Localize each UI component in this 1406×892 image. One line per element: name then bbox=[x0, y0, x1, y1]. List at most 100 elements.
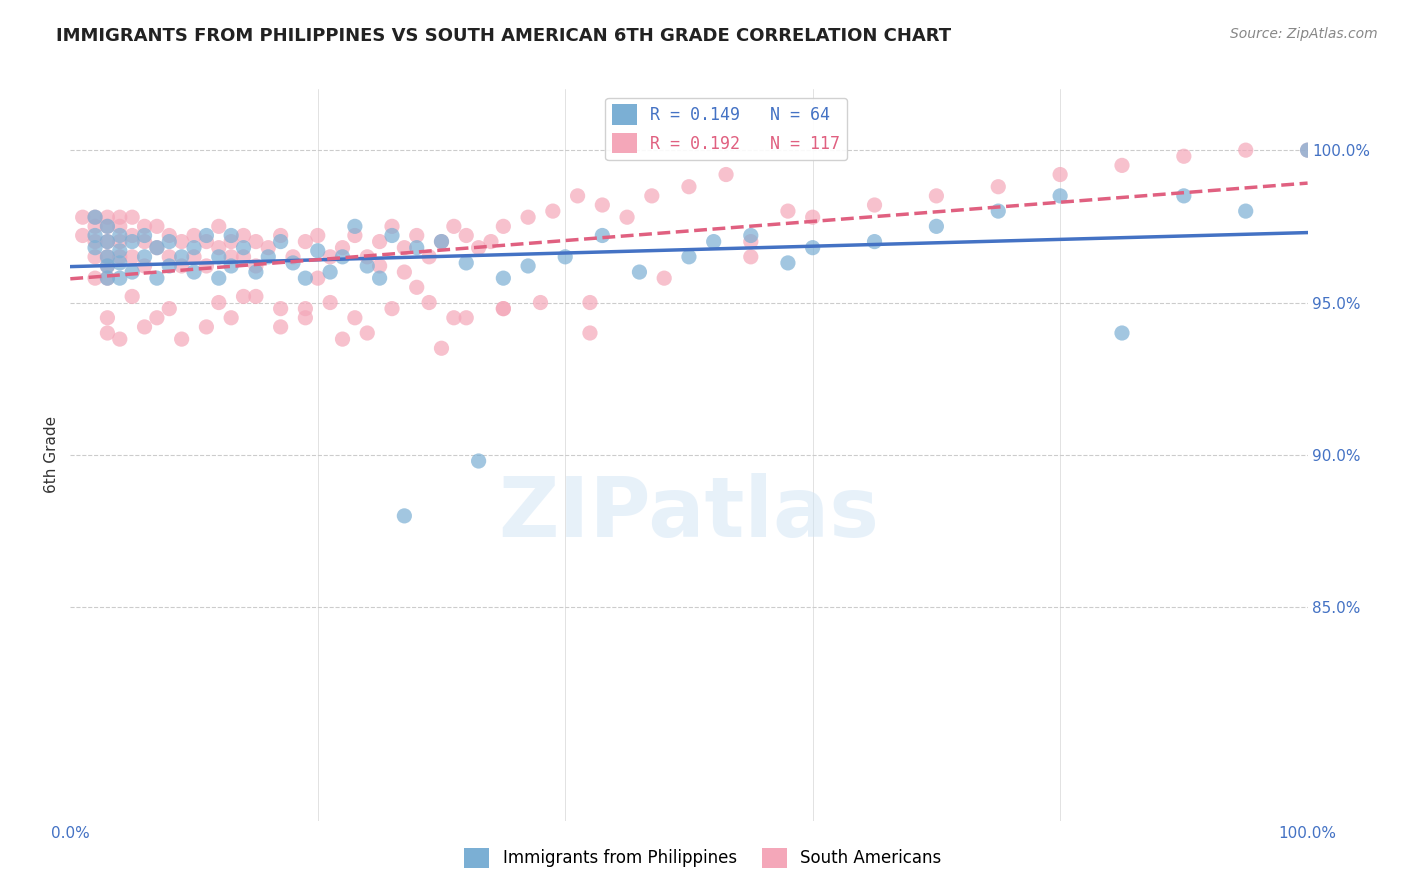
Point bbox=[146, 241, 169, 255]
Point bbox=[1234, 143, 1257, 157]
Point bbox=[146, 310, 169, 325]
Point bbox=[208, 271, 231, 285]
Point bbox=[294, 235, 316, 249]
Point bbox=[394, 508, 416, 523]
Point bbox=[121, 211, 143, 225]
Point bbox=[108, 256, 131, 270]
Point bbox=[208, 295, 231, 310]
Point bbox=[121, 250, 143, 264]
Point bbox=[96, 250, 118, 264]
Point bbox=[319, 250, 342, 264]
Point bbox=[987, 204, 1010, 219]
Point bbox=[121, 228, 143, 243]
Point bbox=[925, 189, 948, 203]
Point bbox=[418, 295, 440, 310]
Point bbox=[394, 265, 416, 279]
Point bbox=[146, 219, 169, 234]
Point bbox=[467, 241, 489, 255]
Point bbox=[332, 250, 354, 264]
Point bbox=[270, 235, 292, 249]
Point bbox=[1111, 158, 1133, 172]
Point bbox=[270, 320, 292, 334]
Point bbox=[84, 219, 107, 234]
Point bbox=[134, 228, 156, 243]
Point bbox=[121, 265, 143, 279]
Point bbox=[343, 228, 366, 243]
Point bbox=[232, 289, 254, 303]
Point bbox=[641, 189, 664, 203]
Point bbox=[343, 219, 366, 234]
Point bbox=[579, 295, 602, 310]
Point bbox=[418, 250, 440, 264]
Point bbox=[332, 241, 354, 255]
Point bbox=[157, 235, 180, 249]
Point bbox=[319, 265, 342, 279]
Point bbox=[1296, 143, 1319, 157]
Point bbox=[332, 332, 354, 346]
Point bbox=[121, 235, 143, 249]
Point bbox=[987, 179, 1010, 194]
Point bbox=[591, 228, 613, 243]
Point bbox=[157, 259, 180, 273]
Point bbox=[678, 179, 700, 194]
Point bbox=[208, 250, 231, 264]
Point bbox=[134, 250, 156, 264]
Point bbox=[456, 256, 478, 270]
Point bbox=[863, 198, 886, 212]
Point bbox=[368, 259, 391, 273]
Point bbox=[281, 250, 304, 264]
Point bbox=[591, 198, 613, 212]
Point bbox=[1234, 204, 1257, 219]
Point bbox=[96, 211, 118, 225]
Point bbox=[84, 211, 107, 225]
Point bbox=[368, 235, 391, 249]
Point bbox=[554, 250, 576, 264]
Point bbox=[430, 235, 453, 249]
Point bbox=[108, 211, 131, 225]
Point bbox=[257, 241, 280, 255]
Point bbox=[394, 241, 416, 255]
Point bbox=[108, 244, 131, 258]
Point bbox=[170, 259, 193, 273]
Point bbox=[270, 301, 292, 316]
Point bbox=[195, 320, 218, 334]
Point bbox=[84, 271, 107, 285]
Point bbox=[170, 332, 193, 346]
Point bbox=[96, 250, 118, 264]
Point bbox=[245, 289, 267, 303]
Point bbox=[208, 219, 231, 234]
Point bbox=[134, 259, 156, 273]
Point bbox=[1049, 189, 1071, 203]
Point bbox=[405, 280, 427, 294]
Point bbox=[517, 259, 540, 273]
Point bbox=[183, 265, 205, 279]
Point bbox=[294, 271, 316, 285]
Point bbox=[492, 301, 515, 316]
Point bbox=[492, 219, 515, 234]
Point bbox=[1049, 168, 1071, 182]
Point bbox=[157, 228, 180, 243]
Point bbox=[108, 228, 131, 243]
Legend: R = 0.149   N = 64, R = 0.192   N = 117: R = 0.149 N = 64, R = 0.192 N = 117 bbox=[605, 97, 846, 160]
Point bbox=[245, 259, 267, 273]
Point bbox=[430, 341, 453, 355]
Point bbox=[108, 250, 131, 264]
Point bbox=[195, 259, 218, 273]
Point bbox=[381, 228, 404, 243]
Point bbox=[219, 259, 242, 273]
Y-axis label: 6th Grade: 6th Grade bbox=[44, 417, 59, 493]
Text: IMMIGRANTS FROM PHILIPPINES VS SOUTH AMERICAN 6TH GRADE CORRELATION CHART: IMMIGRANTS FROM PHILIPPINES VS SOUTH AME… bbox=[56, 27, 952, 45]
Point bbox=[72, 228, 94, 243]
Point bbox=[405, 228, 427, 243]
Point bbox=[628, 265, 651, 279]
Point bbox=[108, 219, 131, 234]
Point bbox=[652, 271, 675, 285]
Point bbox=[146, 271, 169, 285]
Point bbox=[245, 265, 267, 279]
Point bbox=[281, 256, 304, 270]
Point bbox=[456, 310, 478, 325]
Point bbox=[157, 301, 180, 316]
Point bbox=[381, 301, 404, 316]
Point bbox=[108, 235, 131, 249]
Point bbox=[219, 310, 242, 325]
